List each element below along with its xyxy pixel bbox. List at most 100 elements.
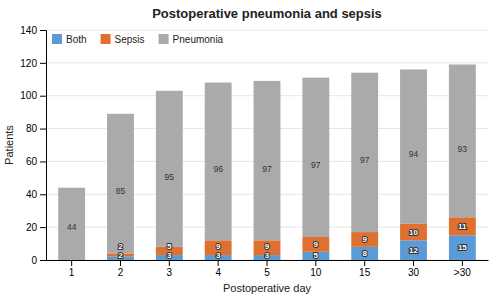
tick-mark bbox=[169, 260, 170, 266]
legend-swatch bbox=[101, 34, 111, 44]
tick-mark bbox=[40, 194, 46, 195]
tick-mark bbox=[40, 30, 46, 31]
data-label: 2 bbox=[118, 242, 123, 251]
legend-swatch bbox=[52, 34, 62, 44]
bar-segment bbox=[107, 114, 134, 254]
tick-mark bbox=[267, 260, 268, 266]
tick-label: >30 bbox=[454, 267, 471, 278]
data-label: 10 bbox=[409, 228, 418, 237]
bar-segment bbox=[400, 224, 427, 240]
data-label: 85 bbox=[116, 186, 126, 196]
data-label: 97 bbox=[262, 164, 272, 174]
tick: 10 bbox=[310, 260, 322, 278]
bar-segment bbox=[58, 188, 85, 260]
data-label: 3 bbox=[265, 251, 270, 260]
bar-segment bbox=[156, 91, 183, 247]
data-label: 5 bbox=[167, 242, 172, 251]
axis-line bbox=[40, 31, 47, 261]
x-axis: 1 2 3 4 5 10 15 30 >30 bbox=[47, 260, 489, 278]
legend-item: Both bbox=[52, 34, 87, 45]
bar-segment bbox=[351, 247, 378, 260]
y-axis: 0 20 40 60 80 100 120 140 bbox=[20, 25, 46, 266]
data-label: 3 bbox=[216, 251, 221, 260]
legend-label: Both bbox=[66, 34, 87, 45]
grid-line bbox=[46, 30, 488, 31]
legend-swatch bbox=[159, 34, 169, 44]
data-label: 2 bbox=[118, 251, 123, 260]
tick: 0 bbox=[31, 255, 46, 266]
tick: 5 bbox=[264, 260, 270, 278]
tick-label: 2 bbox=[118, 267, 124, 278]
tick: 30 bbox=[408, 260, 420, 278]
tick: 140 bbox=[20, 25, 46, 36]
tick: 80 bbox=[26, 123, 46, 134]
x-axis-title: Postoperative day bbox=[223, 282, 312, 294]
bar-segment bbox=[351, 73, 378, 232]
legend: Both Sepsis Pneumonia bbox=[52, 34, 224, 45]
tick: 2 bbox=[118, 260, 124, 278]
data-label: 93 bbox=[458, 144, 468, 154]
legend-label: Pneumonia bbox=[173, 34, 224, 45]
tick: 120 bbox=[20, 58, 46, 69]
data-label: 11 bbox=[458, 222, 467, 231]
legend-item: Sepsis bbox=[101, 34, 145, 45]
tick-label: 120 bbox=[20, 58, 37, 69]
tick-label: 1 bbox=[69, 267, 75, 278]
tick-label: 30 bbox=[408, 267, 420, 278]
data-label: 9 bbox=[314, 240, 319, 249]
bar-segment bbox=[449, 217, 476, 235]
chart-title: Postoperative pneumonia and sepsis bbox=[152, 6, 382, 21]
tick-mark bbox=[40, 161, 46, 162]
tick-mark bbox=[315, 260, 316, 266]
chart-svg: Postoperative pneumonia and sepsis 0 20 40 6… bbox=[0, 0, 500, 298]
tick: 4 bbox=[215, 260, 221, 278]
data-label: 3 bbox=[167, 251, 172, 260]
tick: >30 bbox=[454, 260, 471, 278]
tick: 100 bbox=[20, 90, 46, 101]
tick-label: 140 bbox=[20, 25, 37, 36]
data-label: 96 bbox=[213, 164, 223, 174]
tick-label: 80 bbox=[26, 123, 38, 134]
bar-segment bbox=[449, 235, 476, 260]
bar-segment bbox=[400, 69, 427, 223]
chart-container: Postoperative pneumonia and sepsis 0 20 40 6… bbox=[0, 0, 500, 298]
grid bbox=[46, 30, 488, 260]
tick-mark bbox=[40, 227, 46, 228]
tick-mark bbox=[364, 260, 365, 266]
data-label: 97 bbox=[360, 155, 370, 165]
tick-mark bbox=[40, 96, 46, 97]
tick-label: 10 bbox=[310, 267, 322, 278]
tick-label: 3 bbox=[167, 267, 173, 278]
bar-segment bbox=[351, 232, 378, 247]
data-label: 8 bbox=[362, 249, 367, 258]
y-axis-title: Patients bbox=[3, 125, 15, 165]
bar-series bbox=[58, 65, 476, 261]
data-label: 12 bbox=[409, 246, 418, 255]
data-label: 15 bbox=[458, 243, 467, 252]
tick: 3 bbox=[167, 260, 173, 278]
tick: 60 bbox=[26, 156, 46, 167]
data-label: 9 bbox=[265, 242, 270, 251]
bar-segment bbox=[400, 240, 427, 260]
data-labels: 44228535953996399759978997121094151193 bbox=[67, 144, 467, 260]
bar-segment bbox=[254, 81, 281, 240]
bars bbox=[58, 65, 476, 261]
tick-mark bbox=[40, 260, 46, 261]
tick: 40 bbox=[26, 189, 46, 200]
grid-line bbox=[46, 62, 488, 63]
data-label: 5 bbox=[314, 251, 319, 260]
tick-mark bbox=[71, 260, 72, 266]
tick-mark bbox=[40, 63, 46, 64]
tick: 20 bbox=[26, 222, 46, 233]
data-label: 9 bbox=[362, 235, 367, 244]
bar-segment bbox=[449, 65, 476, 218]
tick-label: 20 bbox=[26, 222, 38, 233]
tick-mark bbox=[40, 129, 46, 130]
tick-label: 60 bbox=[26, 156, 38, 167]
legend-label: Sepsis bbox=[115, 34, 145, 45]
tick-label: 40 bbox=[26, 189, 38, 200]
data-label: 95 bbox=[165, 172, 175, 182]
data-label: 44 bbox=[67, 222, 77, 232]
tick: 15 bbox=[359, 260, 371, 278]
legend-item: Pneumonia bbox=[159, 34, 224, 45]
